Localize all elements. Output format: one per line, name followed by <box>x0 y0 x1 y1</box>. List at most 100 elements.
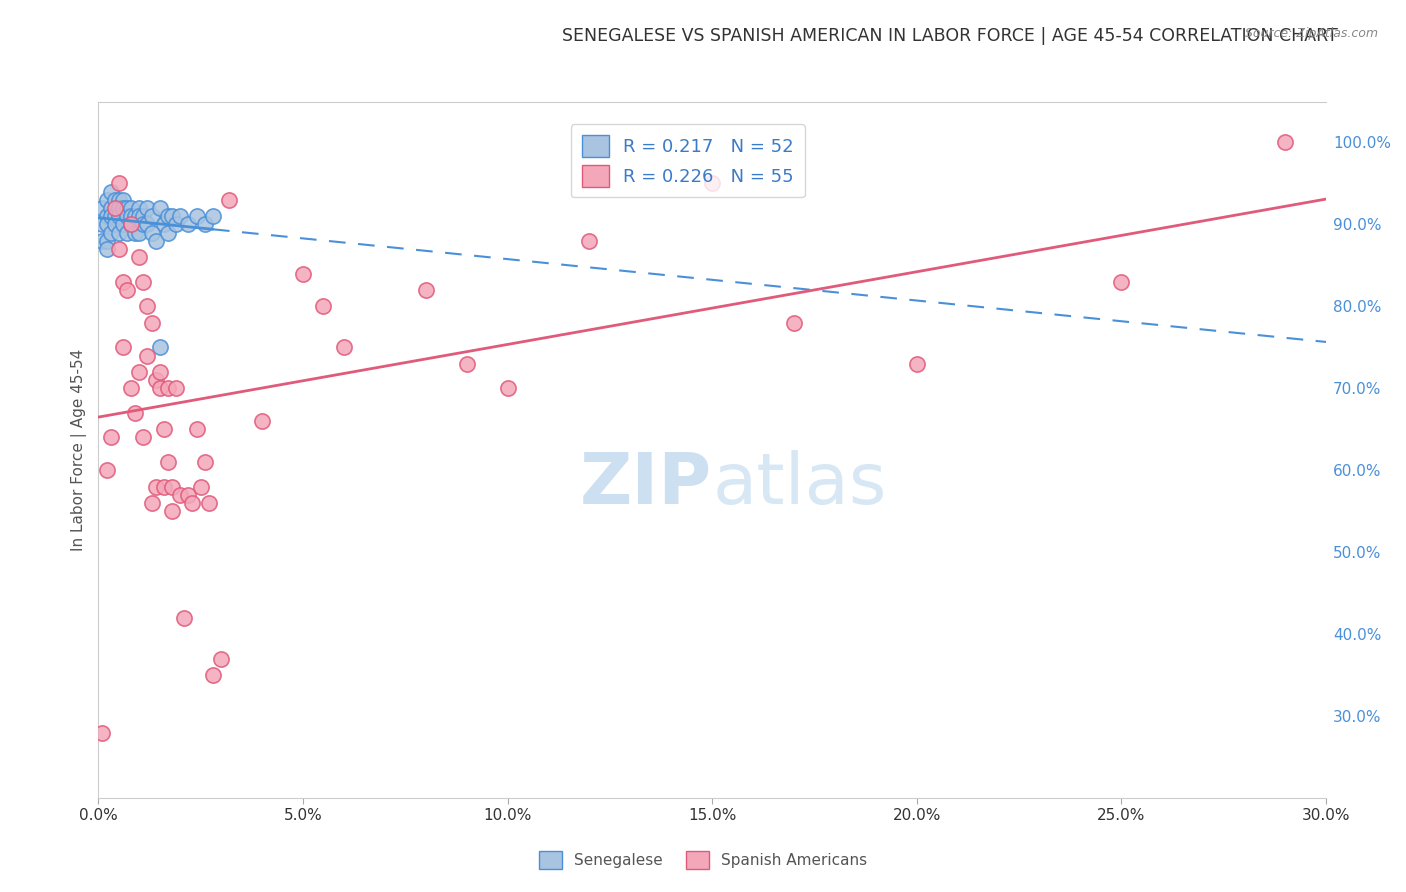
Point <box>91 725 114 739</box>
Point <box>120 209 142 223</box>
Point <box>160 504 183 518</box>
Point <box>169 488 191 502</box>
Point <box>145 234 167 248</box>
Point <box>96 218 118 232</box>
Point <box>136 349 159 363</box>
Point <box>120 218 142 232</box>
Point <box>104 218 127 232</box>
Point <box>96 209 118 223</box>
Point <box>111 201 134 215</box>
Point <box>578 234 600 248</box>
Point <box>136 218 159 232</box>
Point <box>160 480 183 494</box>
Point <box>104 193 127 207</box>
Point <box>108 193 131 207</box>
Point <box>108 226 131 240</box>
Point <box>201 209 224 223</box>
Point <box>153 480 176 494</box>
Point <box>149 340 172 354</box>
Point <box>198 496 221 510</box>
Point <box>177 488 200 502</box>
Point <box>111 340 134 354</box>
Point <box>104 201 127 215</box>
Point <box>169 209 191 223</box>
Point <box>108 209 131 223</box>
Point <box>173 611 195 625</box>
Point <box>201 668 224 682</box>
Point <box>108 201 131 215</box>
Point <box>132 218 155 232</box>
Point <box>124 406 146 420</box>
Point <box>1111 275 1133 289</box>
Point <box>120 381 142 395</box>
Point <box>124 226 146 240</box>
Point <box>91 234 114 248</box>
Point <box>115 201 138 215</box>
Point <box>312 299 335 313</box>
Point <box>165 381 187 395</box>
Point <box>96 193 118 207</box>
Text: Source: ZipAtlas.com: Source: ZipAtlas.com <box>1244 27 1378 40</box>
Point <box>132 209 155 223</box>
Point <box>108 177 131 191</box>
Point <box>141 496 163 510</box>
Point <box>111 275 134 289</box>
Point <box>132 275 155 289</box>
Point <box>186 422 208 436</box>
Point <box>100 430 122 444</box>
Y-axis label: In Labor Force | Age 45-54: In Labor Force | Age 45-54 <box>72 349 87 551</box>
Point <box>145 480 167 494</box>
Point <box>100 209 122 223</box>
Point <box>218 193 240 207</box>
Point <box>153 422 176 436</box>
Text: ZIP: ZIP <box>579 450 713 519</box>
Point <box>156 381 179 395</box>
Point <box>115 226 138 240</box>
Point <box>91 218 114 232</box>
Point <box>1274 136 1296 150</box>
Point <box>186 209 208 223</box>
Point <box>783 316 806 330</box>
Point <box>156 455 179 469</box>
Point <box>156 226 179 240</box>
Point <box>156 209 179 223</box>
Point <box>111 218 134 232</box>
Point <box>145 373 167 387</box>
Point <box>136 299 159 313</box>
Point <box>128 209 150 223</box>
Point <box>209 652 232 666</box>
Point <box>702 177 724 191</box>
Point <box>149 381 172 395</box>
Point <box>115 209 138 223</box>
Point <box>905 357 928 371</box>
Point <box>194 455 217 469</box>
Point <box>415 283 437 297</box>
Point <box>108 242 131 256</box>
Point <box>333 340 356 354</box>
Point <box>496 381 519 395</box>
Point <box>250 414 273 428</box>
Point <box>141 226 163 240</box>
Point <box>124 209 146 223</box>
Point <box>91 201 114 215</box>
Point <box>149 365 172 379</box>
Point <box>120 218 142 232</box>
Legend: R = 0.217   N = 52, R = 0.226   N = 55: R = 0.217 N = 52, R = 0.226 N = 55 <box>571 125 804 197</box>
Point <box>128 226 150 240</box>
Point <box>100 201 122 215</box>
Legend: Senegalese, Spanish Americans: Senegalese, Spanish Americans <box>533 845 873 875</box>
Point <box>111 193 134 207</box>
Point <box>120 201 142 215</box>
Point <box>132 430 155 444</box>
Point <box>136 201 159 215</box>
Point <box>165 218 187 232</box>
Point <box>149 201 172 215</box>
Point <box>160 209 183 223</box>
Point <box>194 218 217 232</box>
Point <box>291 267 314 281</box>
Point <box>153 218 176 232</box>
Point <box>100 226 122 240</box>
Text: atlas: atlas <box>713 450 887 519</box>
Point <box>190 480 212 494</box>
Point <box>128 365 150 379</box>
